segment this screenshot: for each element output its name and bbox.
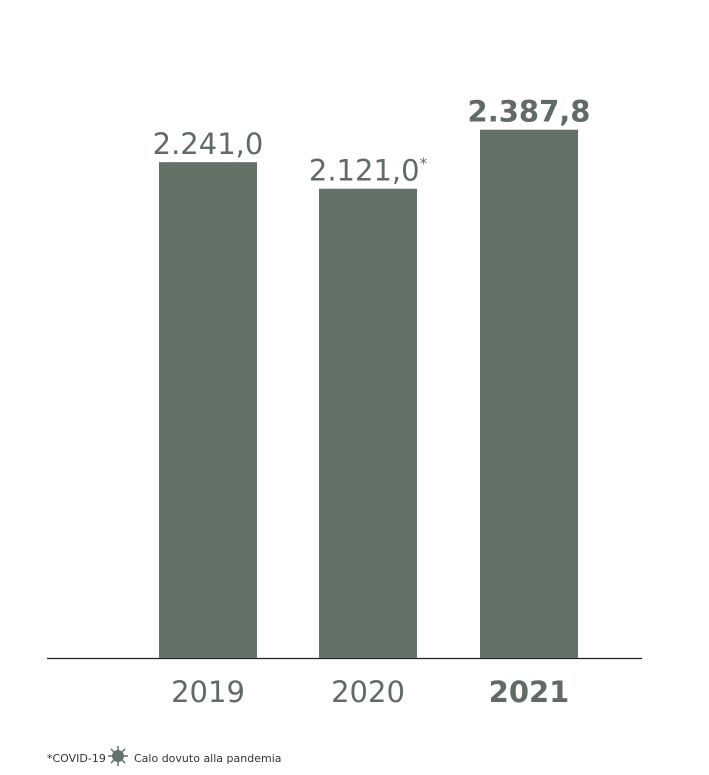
virus-icon: [108, 746, 128, 766]
x-tick-label: 2020: [331, 675, 405, 709]
footnote-marker: *COVID-19: [47, 752, 106, 765]
value-label: 2.387,8: [468, 95, 591, 129]
value-label: 2.121,0*: [309, 154, 428, 188]
bar: [319, 188, 417, 658]
annotation: *: [420, 155, 428, 173]
value-label-text: 2.241,0: [153, 127, 264, 161]
x-tick-label: 2021: [489, 675, 570, 709]
value-label: 2.241,0: [153, 127, 264, 161]
x-tick-label: 2019: [171, 675, 245, 709]
bar: [159, 162, 257, 658]
value-label-text: 2.121,0: [309, 154, 420, 188]
bar: [480, 129, 578, 659]
value-label-text: 2.387,8: [468, 95, 591, 129]
footnote-text: Calo dovuto alla pandemia: [134, 752, 282, 765]
